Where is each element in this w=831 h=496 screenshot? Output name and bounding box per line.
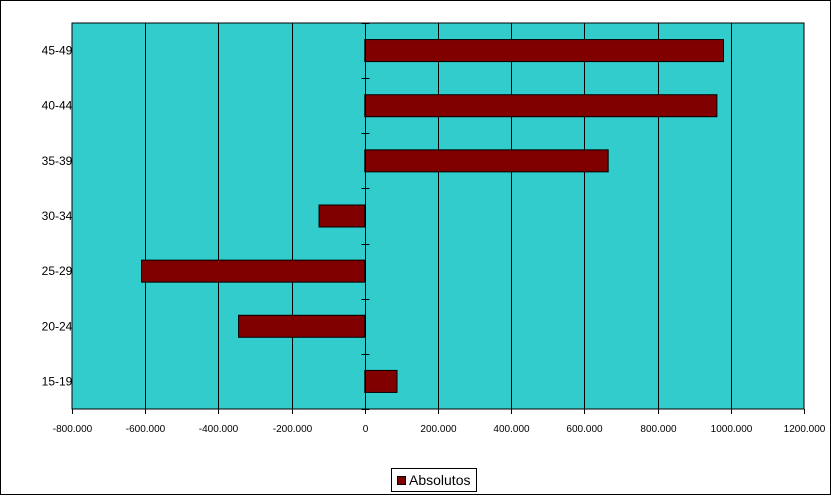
x-tick-label: -200.000 [273,424,313,435]
category-label: 30-34 [42,209,73,223]
bar-15-19 [364,369,398,393]
bar-30-34 [318,204,366,228]
x-tick-label: 400.000 [493,424,530,435]
category-label: 45-49 [42,44,73,58]
x-tick-label: -600.000 [126,424,166,435]
bar-45-49 [364,39,724,63]
legend-label-absolutos: Absolutos [409,472,471,488]
category-label: 20-24 [42,319,73,333]
legend-swatch-absolutos [397,475,406,485]
x-tick-label: 600.000 [566,424,603,435]
bar-35-39 [364,149,609,173]
category-label: 15-19 [42,374,73,388]
bar-20-24 [238,314,366,338]
x-tick-label: 0 [363,424,369,435]
x-tick-label: 800.000 [640,424,677,435]
category-label: 25-29 [42,264,73,278]
x-tick-label: 200.000 [420,424,457,435]
x-tick-label: 1200.000 [784,424,826,435]
category-label: 35-39 [42,154,73,168]
x-tick-label: 1000.000 [711,424,753,435]
category-label: 40-44 [42,99,73,113]
bar-40-44 [364,94,718,118]
bar-25-29 [141,259,366,283]
legend: Absolutos [391,468,478,492]
x-tick-label: -400.000 [199,424,239,435]
x-tick-label: -800.000 [53,424,93,435]
